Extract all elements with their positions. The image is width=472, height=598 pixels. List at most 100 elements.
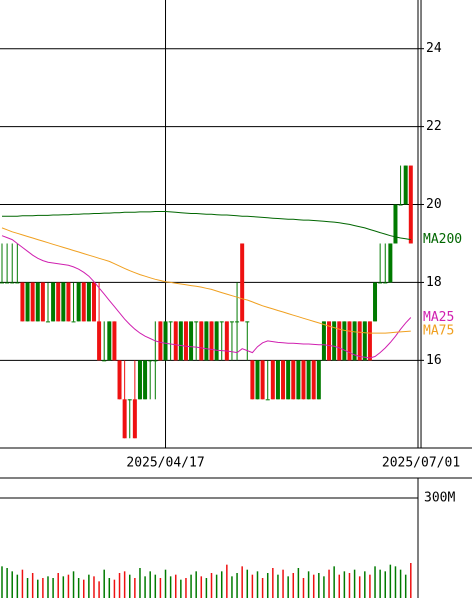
candle-body [5, 282, 10, 284]
volume-bar [16, 574, 19, 598]
candle-body [398, 204, 403, 206]
volume-bar [379, 569, 381, 598]
candle-body [281, 360, 286, 400]
volume-bar [134, 578, 136, 598]
volume-bar [21, 569, 24, 598]
volume-bar [246, 569, 249, 598]
candle-body [25, 282, 30, 322]
volume-bar [389, 564, 392, 598]
candle-body [153, 360, 158, 362]
x-tick-label: 2025/04/17 [126, 456, 204, 471]
candle-body [158, 321, 163, 361]
volume-bar [108, 578, 111, 598]
volume-bar [226, 564, 228, 598]
candle-body [189, 321, 194, 361]
moving-average-line [1, 235, 412, 359]
volume-bar [312, 574, 315, 598]
candle-body [137, 360, 142, 400]
candle-body [209, 321, 214, 361]
volume-bar [93, 576, 95, 598]
volume-bar [195, 571, 197, 598]
candle-body [255, 360, 260, 400]
volume-bar [384, 571, 386, 598]
volume-bar [369, 574, 371, 598]
candle-body [15, 282, 20, 284]
volume-bar [348, 573, 351, 598]
volume-bar [98, 581, 100, 598]
candle-body [91, 282, 96, 322]
volume-bar [205, 578, 208, 598]
candle-body [383, 282, 388, 284]
candle-body [51, 282, 56, 322]
candle-body [393, 204, 398, 244]
candle-body [61, 282, 66, 322]
candle-body [342, 321, 347, 361]
candle-body [275, 360, 280, 400]
candle-body [10, 282, 15, 284]
candle-body [183, 321, 188, 361]
candle-body [235, 321, 240, 323]
volume-bar [72, 571, 75, 598]
volume-bar [236, 573, 238, 598]
volume-bar [358, 576, 361, 598]
volume-bar [83, 579, 85, 598]
volume-bar [113, 579, 116, 598]
volume-bar [374, 566, 376, 598]
candle-body [301, 360, 306, 400]
candle-body [30, 282, 35, 322]
volume-bar [231, 576, 233, 598]
volume-bar [220, 571, 223, 598]
volume-bar [399, 569, 402, 598]
candle-body [102, 360, 107, 362]
candle-body [388, 243, 393, 283]
candle-body [45, 321, 50, 323]
y-tick-label: 22 [426, 119, 442, 134]
volume-bar [123, 571, 126, 598]
volume-bar [272, 568, 274, 598]
candle-body [178, 321, 183, 361]
candle-body [286, 360, 291, 400]
volume-bar [77, 578, 80, 598]
y-tick-label: 18 [426, 275, 442, 290]
candle-body [373, 282, 378, 322]
x-tick-label: 2025/07/01 [382, 456, 460, 471]
candle-body [337, 321, 342, 361]
candle-body [81, 282, 86, 322]
candle-body [229, 321, 234, 323]
series-label: MA200 [423, 232, 462, 247]
candle-body [240, 243, 245, 322]
volume-bar [62, 576, 65, 598]
candle-body [20, 282, 25, 322]
candle-body [306, 360, 311, 400]
candle-body [122, 399, 127, 439]
volume-bar [215, 574, 218, 598]
volume-bar [200, 576, 203, 598]
volume-bar [164, 569, 167, 598]
volume-bar [328, 569, 330, 598]
volume-bar [169, 576, 172, 598]
volume-bar [149, 571, 151, 598]
volume-bar [67, 574, 70, 598]
candle-body [265, 399, 270, 401]
volume-bar [180, 579, 182, 598]
volume-bar [353, 569, 356, 598]
moving-average-line [1, 227, 411, 334]
volume-bar [52, 578, 54, 598]
candle-body [86, 282, 91, 322]
candle-body [35, 282, 40, 322]
candle-body [352, 321, 357, 361]
candle-body [347, 321, 352, 361]
volume-bar [256, 571, 259, 598]
candle-body [270, 360, 275, 400]
candle-body [117, 360, 122, 400]
y-tick-label: 24 [426, 41, 442, 56]
volume-bar [287, 576, 289, 598]
candle-body [66, 282, 71, 322]
volume-bar [282, 569, 284, 598]
volume-bar [404, 574, 407, 598]
volume-bar [1, 566, 3, 598]
candle-body [0, 282, 4, 284]
volume-bar [338, 574, 341, 598]
series-label: MA75 [423, 324, 454, 339]
